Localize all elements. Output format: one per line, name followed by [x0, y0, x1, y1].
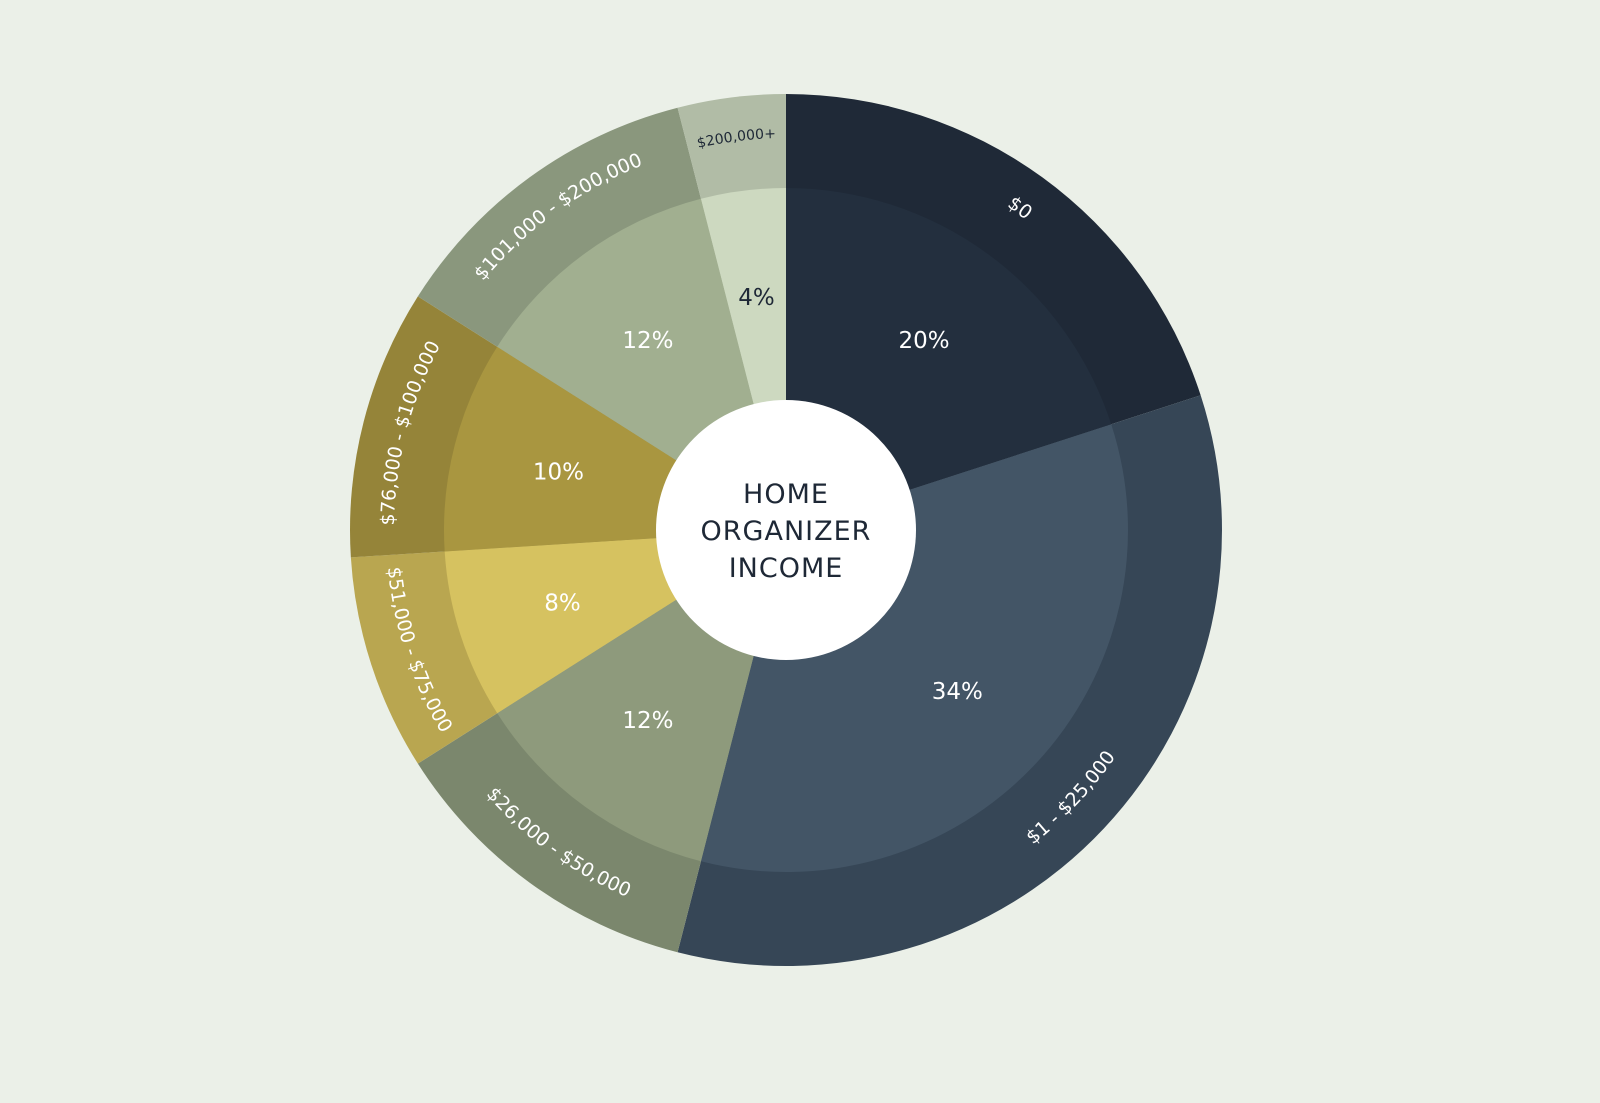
- percent-label-101-000-200-000: 12%: [622, 328, 673, 354]
- chart-title-line-1: HOME: [743, 479, 829, 510]
- percent-label-51-000-75-000: 8%: [544, 591, 581, 617]
- percent-label-1-25-000: 34%: [932, 679, 983, 705]
- percent-label-76-000-100-000: 10%: [533, 460, 584, 486]
- center-circle: [656, 400, 916, 660]
- chart-title-line-2: ORGANIZER: [701, 516, 872, 547]
- chart-title-line-3: INCOME: [729, 553, 844, 584]
- percent-labels: 20% 34% 12% 8% 10% 12% 4%: [533, 285, 983, 734]
- percent-label-0: 20%: [899, 328, 950, 354]
- percent-label-26-000-50-000: 12%: [622, 708, 673, 734]
- percent-label-200-000: 4%: [738, 285, 775, 311]
